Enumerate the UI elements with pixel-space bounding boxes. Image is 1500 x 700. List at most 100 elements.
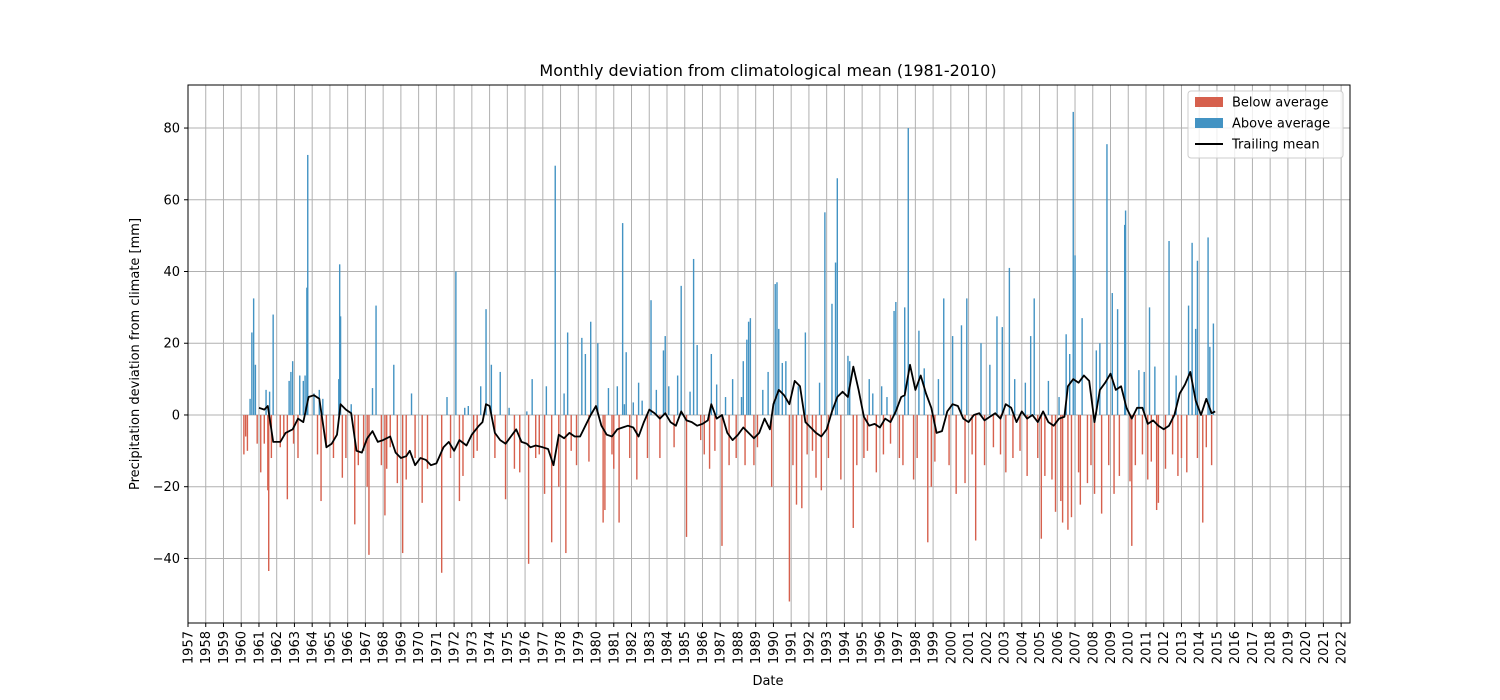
bar-below [708, 414, 711, 469]
bar-above [664, 336, 666, 415]
x-tick-label: 2005 [1033, 631, 1048, 664]
x-tick-label: 2003 [998, 631, 1013, 664]
bar-below [440, 414, 443, 573]
bar-above [590, 321, 592, 415]
bar-above [1024, 382, 1027, 415]
bar-above [778, 328, 780, 415]
bar-above [299, 375, 301, 415]
bar-below [948, 414, 950, 466]
bar-below [721, 414, 723, 546]
bar-below [1134, 414, 1137, 466]
bar-above [692, 258, 695, 415]
bar-below [753, 414, 755, 466]
bar-below [930, 414, 933, 487]
bar-above [1196, 260, 1199, 415]
bar-below [558, 414, 560, 487]
bar-above [834, 262, 837, 415]
bar-above [767, 371, 769, 415]
bar-above [747, 321, 750, 415]
x-tick-label: 1959 [217, 631, 232, 664]
bar-below [916, 414, 918, 459]
bar-below [588, 414, 590, 462]
bar-below [1005, 414, 1007, 473]
bar-below [1196, 414, 1199, 459]
bar-below [283, 414, 285, 437]
bar-below [811, 414, 814, 451]
bar-below [396, 414, 399, 484]
x-tick-label: 1977 [536, 631, 551, 664]
bar-above [1212, 323, 1215, 415]
bar-above [1106, 144, 1108, 415]
bar-above [886, 397, 888, 415]
bar-below [260, 414, 262, 473]
bar-above [251, 332, 253, 415]
bar-below [1054, 414, 1057, 512]
bar-below [1157, 414, 1160, 503]
bar-above [907, 128, 909, 415]
trailing-mean-line [258, 363, 1216, 467]
y-axis: −40 −20 0 20 40 60 80 [153, 122, 188, 567]
bar-below [384, 414, 386, 516]
bar-below [246, 414, 249, 451]
bar-above [696, 345, 698, 415]
bar-below [1100, 414, 1103, 514]
bar-above [467, 406, 469, 415]
bar-above [371, 388, 374, 415]
bar-above [966, 298, 968, 415]
legend-swatch [1195, 97, 1223, 107]
bar-below [927, 414, 929, 543]
bar-below [368, 414, 370, 555]
bar-below [611, 414, 613, 455]
bar-above [1187, 305, 1190, 415]
bar-below [889, 414, 892, 444]
bar-above [455, 271, 457, 415]
bar-above [607, 388, 610, 415]
x-tick-label: 2019 [1281, 631, 1296, 664]
bar-above [818, 382, 821, 415]
bar-below [1210, 414, 1213, 466]
bar-below [1150, 414, 1153, 462]
bar-above [339, 316, 342, 415]
x-tick-label: 2002 [980, 631, 995, 664]
bar-above [637, 382, 640, 415]
bar-above [291, 361, 294, 415]
bar-below [1147, 414, 1149, 480]
x-tick-label: 2001 [962, 631, 977, 664]
bar-below [971, 414, 973, 455]
bar-above [625, 352, 627, 415]
bar-below [1037, 414, 1039, 459]
bar-above [943, 298, 945, 415]
bar-below [1186, 414, 1188, 473]
bar-above [1001, 327, 1003, 415]
x-tick-label: 1983 [643, 631, 658, 664]
bar-below [912, 414, 915, 480]
bar-below [964, 414, 966, 484]
plot-frame [187, 84, 1351, 624]
bar-below [801, 414, 803, 509]
x-tick-label: 1987 [714, 631, 729, 664]
bar-below [332, 414, 335, 459]
x-tick-label: 2020 [1299, 631, 1314, 664]
bar-below [999, 414, 1002, 455]
x-tick-label: 1976 [519, 631, 534, 664]
x-tick-label: 1986 [696, 631, 711, 664]
x-tick-label: 2004 [1015, 631, 1030, 664]
bar-below [1164, 414, 1167, 469]
bar-below [270, 414, 273, 459]
trailing-mean-line-group [258, 363, 1216, 467]
y-axis-title: Precipitation deviation from climate [mm… [128, 218, 143, 490]
x-tick-label: 1967 [359, 631, 374, 664]
y-tick-label: −40 [153, 552, 180, 567]
bar-below [840, 414, 842, 480]
bar-below [286, 414, 289, 500]
bar-above [668, 386, 670, 415]
x-tick-label: 1962 [270, 631, 285, 664]
bar-above [616, 386, 619, 415]
bar-below [1060, 414, 1062, 502]
bar-above [1168, 241, 1170, 415]
bar-above [1138, 370, 1140, 415]
bar-below [1077, 414, 1080, 473]
bar-above [499, 371, 501, 415]
bar-above [960, 325, 963, 415]
bar-below [728, 414, 730, 466]
